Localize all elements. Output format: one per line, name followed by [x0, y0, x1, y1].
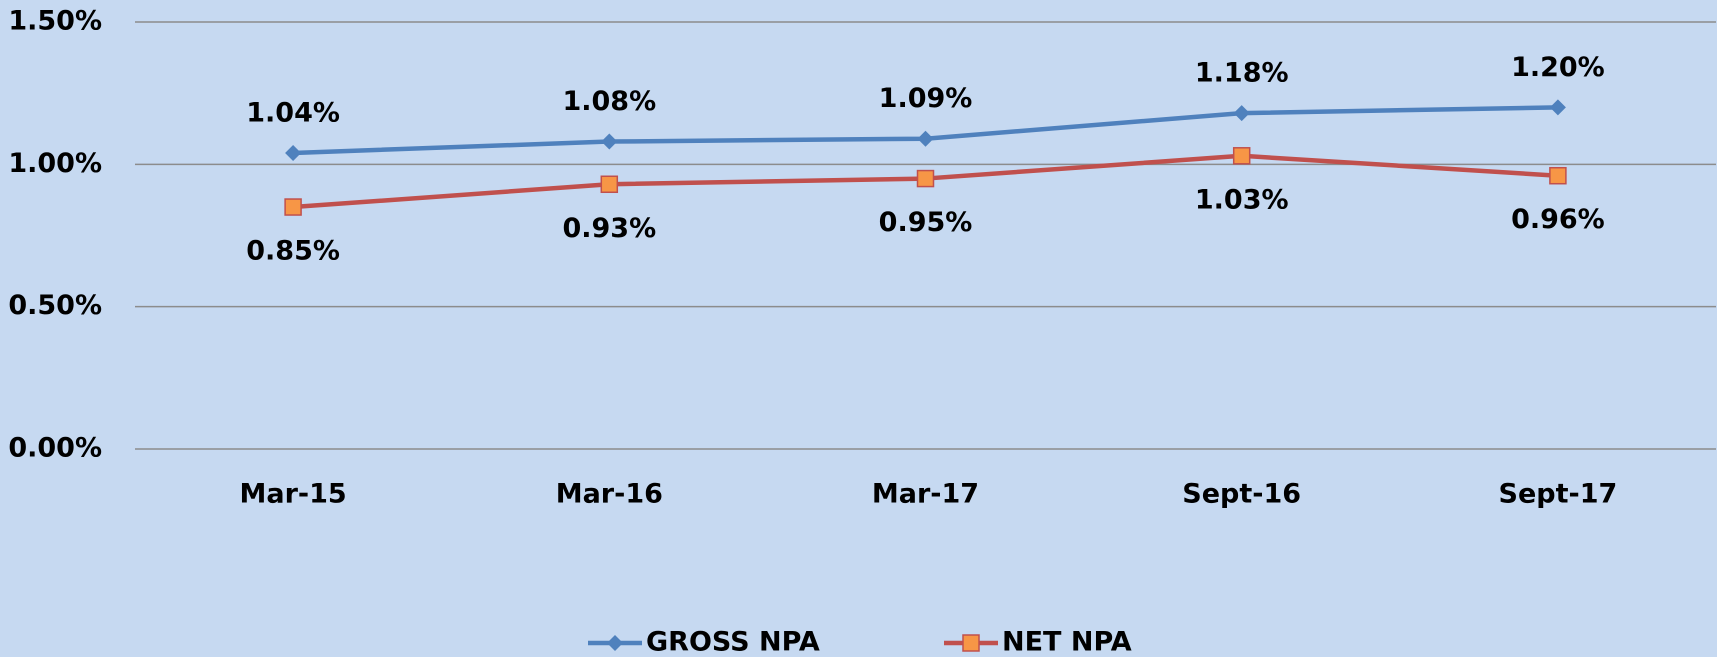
data-label: 0.85% — [246, 236, 340, 267]
data-point — [1232, 147, 1251, 165]
y-tick-label: 0.00% — [8, 433, 102, 464]
legend-marker — [962, 634, 980, 652]
data-label: 0.95% — [879, 207, 973, 238]
data-point — [600, 175, 619, 194]
data-point — [284, 198, 302, 216]
legend-label: NET NPA — [1002, 627, 1132, 657]
data-point — [1233, 105, 1250, 122]
data-point — [917, 130, 934, 147]
data-point — [1549, 166, 1567, 185]
data-point — [285, 144, 302, 161]
data-label: 0.96% — [1511, 204, 1605, 235]
y-tick-label: 0.50% — [8, 290, 102, 321]
data-label: 1.03% — [1195, 184, 1289, 215]
data-label: 1.18% — [1195, 58, 1289, 89]
x-tick-label: Mar-15 — [240, 479, 347, 510]
data-label: 0.93% — [562, 213, 656, 244]
y-tick-label: 1.50% — [8, 6, 102, 37]
x-tick-label: Sept-17 — [1499, 479, 1618, 510]
data-label: 1.20% — [1511, 52, 1605, 83]
x-tick-label: Sept-16 — [1182, 479, 1301, 510]
data-point — [916, 169, 935, 188]
data-label: 1.09% — [879, 83, 973, 114]
legend-label: GROSS NPA — [646, 627, 820, 657]
data-point — [601, 133, 618, 150]
legend-marker — [607, 635, 623, 651]
data-label: 1.04% — [246, 97, 340, 128]
data-label: 1.08% — [562, 86, 656, 117]
x-tick-label: Mar-16 — [556, 479, 663, 510]
x-tick-label: Mar-17 — [872, 479, 979, 510]
data-point — [1549, 99, 1566, 116]
y-tick-label: 1.00% — [8, 148, 102, 179]
